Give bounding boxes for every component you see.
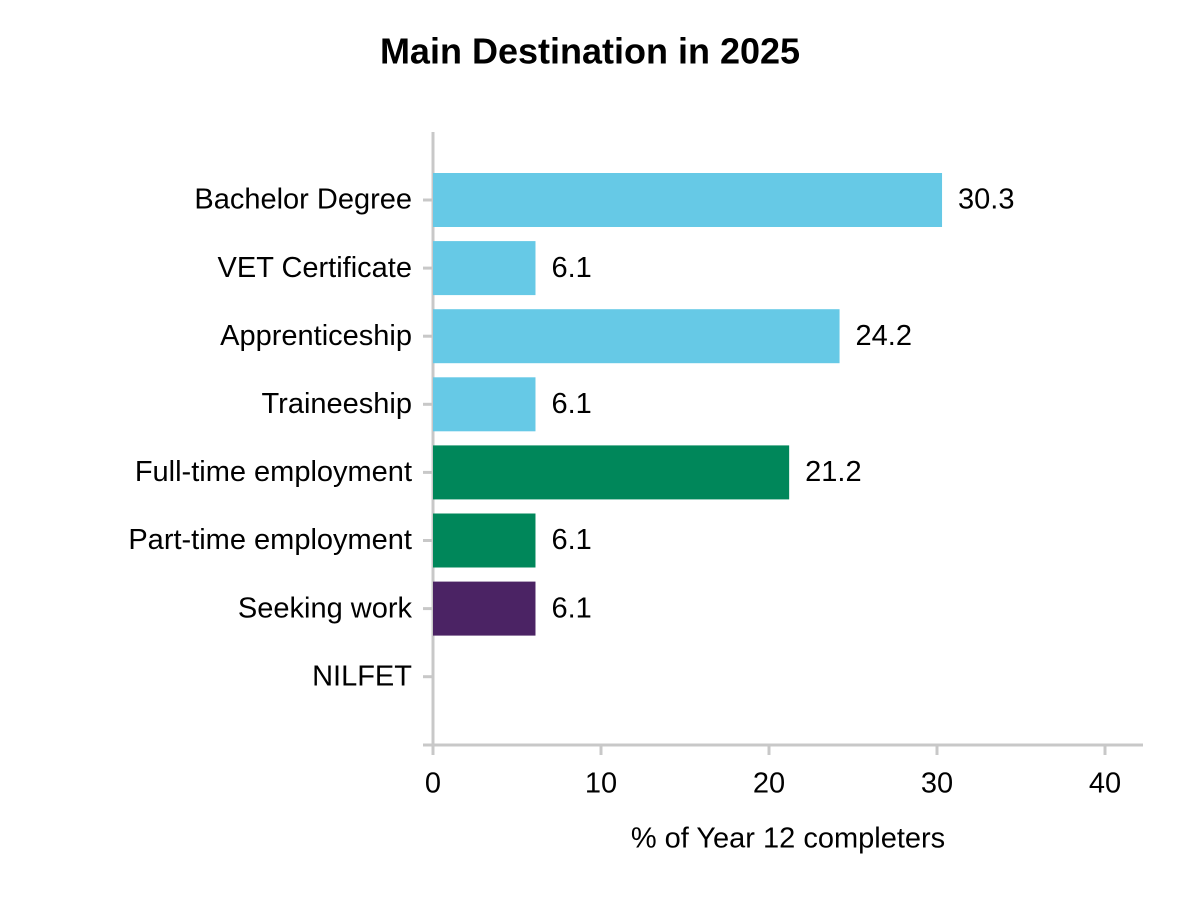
bar bbox=[433, 377, 536, 432]
data-label: 6.1 bbox=[551, 388, 591, 420]
x-tick-label: 40 bbox=[1089, 768, 1121, 800]
bar bbox=[433, 445, 790, 500]
bar bbox=[433, 581, 536, 636]
x-tick-label: 0 bbox=[425, 768, 441, 800]
bar bbox=[433, 309, 840, 364]
y-tick-label: NILFET bbox=[312, 660, 412, 692]
x-tick-label: 30 bbox=[921, 768, 953, 800]
y-tick-label: Traineeship bbox=[262, 388, 412, 420]
chart-title: Main Destination in 2025 bbox=[380, 31, 800, 72]
y-tick-label: Full-time employment bbox=[135, 456, 412, 488]
data-label: 30.3 bbox=[958, 184, 1014, 216]
y-tick-label: Apprenticeship bbox=[220, 320, 412, 352]
y-tick-label: Bachelor Degree bbox=[194, 184, 412, 216]
x-tick-label: 20 bbox=[753, 768, 785, 800]
y-tick-label: Part-time employment bbox=[128, 524, 412, 556]
bar bbox=[433, 241, 536, 296]
y-tick-label: VET Certificate bbox=[218, 252, 412, 284]
data-label: 6.1 bbox=[551, 592, 591, 624]
bar bbox=[433, 513, 536, 568]
data-label: 24.2 bbox=[856, 320, 912, 352]
x-axis-label: % of Year 12 completers bbox=[631, 823, 945, 855]
x-tick-label: 10 bbox=[585, 768, 617, 800]
bar bbox=[433, 173, 943, 227]
data-label: 21.2 bbox=[805, 456, 861, 488]
data-label: 6.1 bbox=[551, 252, 591, 284]
y-tick-label: Seeking work bbox=[238, 592, 413, 624]
data-label: 6.1 bbox=[551, 524, 591, 556]
